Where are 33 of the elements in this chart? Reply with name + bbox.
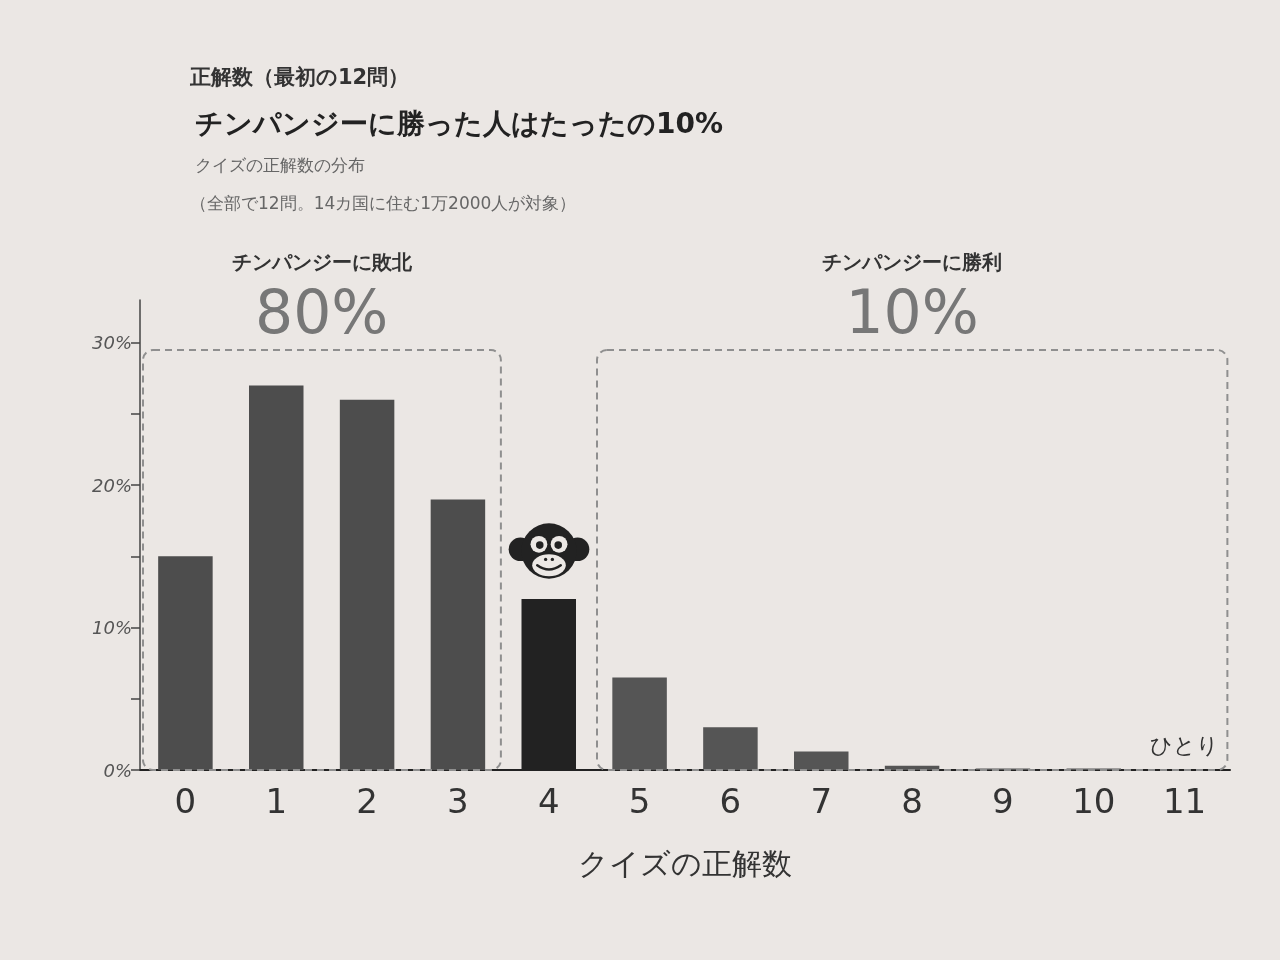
x-tick-label: 9 — [992, 781, 1014, 821]
x-tick-label: 1 — [265, 781, 288, 821]
x-tick-label: 6 — [719, 781, 742, 821]
bar — [612, 677, 667, 770]
chart-title: チンパンジーに勝った人はたったの10% — [195, 106, 724, 140]
text: （全部で12問。14カ国に住む1万2000人が対象） — [190, 192, 577, 213]
chart-subtitle: クイズの正解数の分布 — [195, 155, 365, 175]
text: 正解数（最初の12問） — [189, 64, 410, 89]
x-tick-label: 11 — [1162, 781, 1207, 821]
x-tick-label: 7 — [810, 781, 833, 821]
x-axis-title: クイズの正解数 — [578, 845, 792, 881]
x-tick-label: 5 — [628, 781, 651, 821]
y-tick-label: 20% — [91, 474, 132, 496]
text: チンパンジーに勝利 — [822, 250, 1003, 274]
x-tick-label: 3 — [447, 781, 469, 821]
x-tick-label: 2 — [356, 781, 378, 821]
bar — [158, 556, 213, 770]
y-tick-label: 0% — [103, 759, 132, 781]
bar — [794, 751, 849, 770]
bar — [339, 399, 395, 770]
annotation: 80% — [254, 277, 389, 347]
y-tick-label: 10% — [91, 617, 132, 639]
bar — [430, 499, 486, 770]
x-tick-label: 10 — [1072, 781, 1116, 821]
bar — [249, 385, 304, 770]
x-tick-label: 8 — [901, 781, 923, 821]
annotation: 10% — [845, 277, 979, 347]
x-tick-label: 0 — [174, 781, 197, 821]
x-tick-label: 4 — [537, 781, 560, 821]
annotation: ひとり — [1150, 732, 1220, 758]
text: チンパンジーに敗北 — [231, 250, 413, 274]
bar — [703, 727, 758, 770]
y-tick-label: 30% — [91, 332, 132, 354]
